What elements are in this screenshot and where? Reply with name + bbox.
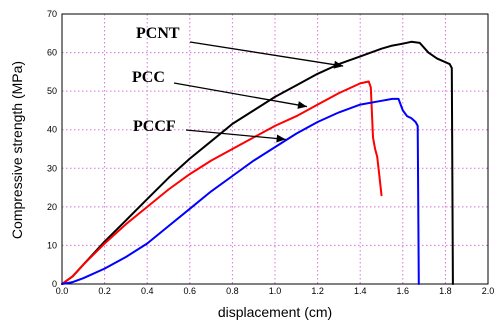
grid <box>62 14 488 284</box>
y-tick-label: 40 <box>47 125 57 135</box>
x-tick-label: 1.4 <box>354 286 367 296</box>
annotation-label-pccf: PCCF <box>133 118 176 135</box>
x-axis-title: displacement (cm) <box>218 304 332 320</box>
plot-frame <box>61 13 489 285</box>
x-tick-label: 0.4 <box>141 286 154 296</box>
tick-labels: 0.0 0.2 0.4 0.6 0.8 1.0 1.2 1.4 1.6 1.8 2.0 0 10 20 30… <box>47 9 494 296</box>
annotation-arrow-pccf <box>185 129 286 141</box>
x-tick-label: 0.2 <box>98 286 111 296</box>
x-tick-label: 0.8 <box>226 286 239 296</box>
y-tick-label: 50 <box>47 86 57 96</box>
y-tick-label: 60 <box>47 48 57 58</box>
y-tick-label: 70 <box>47 9 57 19</box>
y-tick-label: 0 <box>52 279 57 289</box>
annotation-arrowhead <box>333 60 344 69</box>
y-tick-label: 10 <box>47 240 57 250</box>
y-axis-title: Compressive strength (MPa) <box>9 61 25 239</box>
x-tick-label: 0.0 <box>56 286 69 296</box>
annotations: PCNT PCC PCCF <box>132 25 344 143</box>
annotation-arrowhead <box>297 101 307 109</box>
x-tick-label: 1.6 <box>397 286 410 296</box>
y-tick-label: 20 <box>47 202 57 212</box>
series-group <box>61 40 454 285</box>
series-line-pccf <box>61 97 420 285</box>
series-line-pcc <box>61 80 383 285</box>
annotation-arrow-pcnt <box>189 41 344 67</box>
annotation-arrow-pcc <box>173 82 308 108</box>
y-tick-label: 30 <box>47 163 57 173</box>
x-tick-label: 1.8 <box>439 286 452 296</box>
annotation-arrowhead <box>276 134 286 143</box>
annotation-label-pcc: PCC <box>132 69 165 86</box>
annotation-label-pcnt: PCNT <box>136 25 180 42</box>
x-tick-label: 1.2 <box>311 286 324 296</box>
x-tick-label: 1.0 <box>269 286 282 296</box>
x-tick-label: 0.6 <box>184 286 197 296</box>
series-line-pcnt <box>61 40 454 285</box>
x-tick-label: 2.0 <box>482 286 495 296</box>
